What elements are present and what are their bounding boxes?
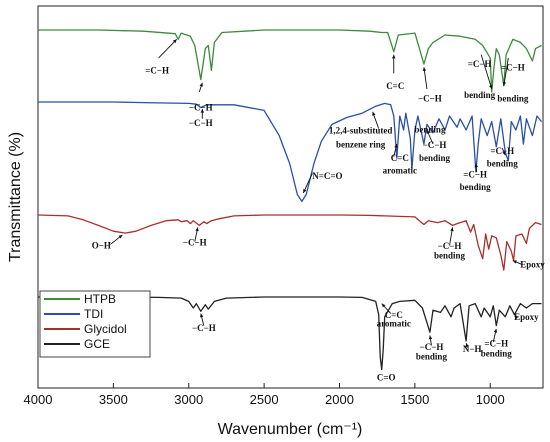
arrow-0 — [158, 38, 178, 59]
annotation-htpb-5: =C−H — [468, 59, 492, 69]
annotation-htpb-1: −C−H — [189, 103, 213, 113]
annotation-glycidol-2: −C−H — [438, 241, 462, 251]
arrow-head-4 — [489, 84, 493, 89]
annotation-tdi-1: 1,2,4-substituted — [329, 125, 393, 135]
arrow-head-16 — [512, 260, 517, 264]
annotation-tdi-7: bending — [419, 153, 451, 163]
annotation-tdi-5: aromatic — [383, 165, 417, 175]
annotation-gce-7: bending — [481, 348, 513, 358]
legend-label-glycidol: Glycidol — [84, 322, 127, 336]
arrow-head-10 — [426, 130, 430, 134]
annotation-htpb-6: bending — [464, 90, 496, 100]
annotation-htpb-8: bending — [497, 93, 529, 103]
legend-label-htpb: HTPB — [84, 292, 116, 306]
annotation-htpb-2: C=C — [386, 81, 404, 91]
series-gce-line — [38, 296, 542, 371]
annotation-tdi-3: N=C=O — [312, 171, 342, 181]
arrow-head-19 — [428, 335, 433, 340]
annotation-htpb-0: =C−H — [145, 65, 169, 75]
arrow-head-21 — [493, 328, 498, 333]
arrow-head-12 — [502, 151, 506, 156]
x-tick-label-1000: 1000 — [476, 392, 505, 407]
arrow-head-11 — [474, 163, 478, 168]
annotation-tdi-0: −C−H — [189, 118, 213, 128]
arrow-head-1 — [199, 82, 203, 87]
arrow-head-9 — [394, 144, 398, 148]
x-tick-label-2000: 2000 — [325, 392, 354, 407]
series-htpb-line — [38, 29, 542, 93]
annotation-tdi-2: benzene ring — [336, 139, 386, 149]
x-tick-label-1500: 1500 — [400, 392, 429, 407]
arrow-head-20 — [465, 343, 469, 348]
y-axis-title: Transmittance (%) — [7, 132, 24, 262]
x-tick-label-3000: 3000 — [174, 392, 203, 407]
x-tick-label-4000: 4000 — [24, 392, 53, 407]
series-tdi-line — [38, 101, 543, 203]
annotation-gce-1: C=C — [385, 310, 403, 320]
annotation-gce-4: bending — [416, 352, 448, 362]
annotation-htpb-3: −C−H — [418, 93, 442, 103]
annotation-gce-0: −C−H — [192, 323, 216, 333]
annotation-tdi-9: bending — [460, 182, 492, 192]
legend-label-tdi: TDI — [84, 307, 103, 321]
arrow-head-3 — [422, 67, 427, 72]
series-glycidol-line — [37, 214, 542, 271]
annotation-arrows — [110, 38, 523, 348]
annotation-glycidol-1: −C−H — [183, 237, 207, 247]
x-axis-title: Wavenumber (cm⁻¹) — [218, 421, 363, 438]
annotation-glycidol-4: Epoxy — [520, 259, 545, 269]
x-axis: 4000 3500 3000 2500 2000 1500 1000 — [24, 383, 505, 407]
annotation-glycidol-3: bending — [434, 251, 466, 261]
arrow-4 — [480, 54, 493, 90]
arrow-3 — [423, 67, 428, 89]
arrow-head-18 — [381, 303, 386, 308]
annotation-gce-9: C=O — [377, 373, 396, 383]
arrow-head-2 — [392, 54, 396, 59]
arrow-head-8 — [303, 189, 307, 193]
arrow-head-13 — [118, 234, 123, 239]
legend-box — [39, 290, 151, 358]
arrow-5 — [503, 57, 509, 86]
annotation-htpb-4: bending — [414, 124, 446, 134]
annotation-tdi-4: C=C — [391, 153, 409, 163]
x-tick-label-2500: 2500 — [250, 392, 279, 407]
annotation-tdi-8: =C−H — [463, 170, 487, 180]
annotation-gce-6: =C−H — [484, 339, 508, 349]
annotation-gce-2: aromatic — [377, 319, 411, 329]
annotation-gce-5: N−H — [463, 344, 482, 354]
arrow-head-0 — [172, 39, 177, 44]
legend-label-gce: GCE — [84, 337, 110, 351]
arrow-head-6 — [200, 109, 205, 113]
annotation-tdi-6: −C−H — [423, 140, 447, 150]
annotation-htpb-7: =C−H — [501, 62, 525, 72]
annotation-glycidol-0: O−H — [92, 240, 111, 250]
annotation-tdi-11: bending — [487, 158, 519, 168]
peak-annotations: =C−H−C−HC=C−C−Hbending=C−Hbending=C−Hben… — [92, 59, 545, 382]
annotation-gce-3: −C−H — [420, 342, 444, 352]
annotation-tdi-10: =C−H — [490, 146, 514, 156]
arrow-head-5 — [502, 81, 507, 86]
arrow-head-22 — [514, 315, 519, 320]
arrow-head-7 — [372, 111, 376, 116]
arrow-head-14 — [195, 227, 199, 232]
x-tick-label-3500: 3500 — [99, 392, 128, 407]
spectra-curves — [37, 29, 543, 371]
arrow-head-15 — [450, 227, 454, 232]
arrow-head-17 — [199, 313, 204, 318]
plot-frame — [37, 5, 544, 389]
annotation-gce-8: Epoxy — [514, 312, 539, 322]
